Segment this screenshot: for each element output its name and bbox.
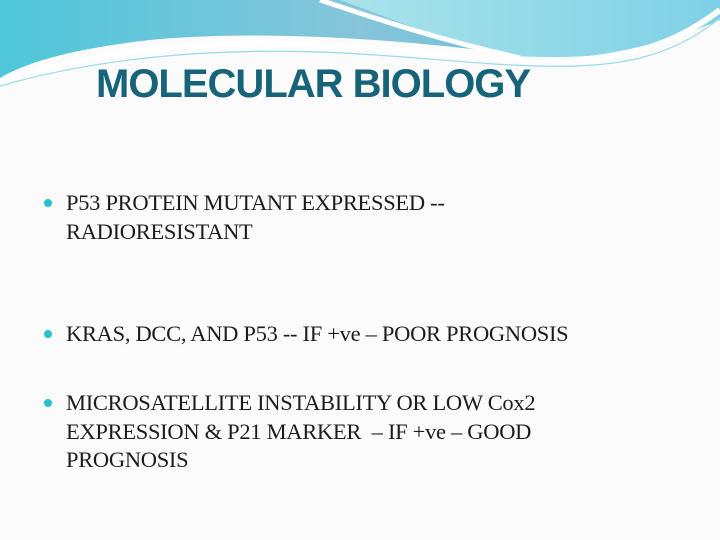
bullet-text: RADIORESISTANT bbox=[66, 218, 253, 244]
bullet-text: P53 PROTEIN MUTANT EXPRESSED -- bbox=[66, 190, 445, 215]
header-wave-decoration bbox=[0, 0, 720, 87]
bullet-text: KRAS, DCC, AND P53 -- IF +ve – POOR PROG… bbox=[66, 321, 569, 346]
bullet-text: PROGNOSIS bbox=[66, 447, 189, 472]
slide-title: MOLECULAR BIOLOGY bbox=[96, 62, 531, 106]
bullet-text: EXPRESSION & P21 MARKER – IF +ve – GOOD bbox=[66, 418, 532, 444]
bullet-text: MICROSATELLITE INSTABILITY OR LOW Cox2 bbox=[66, 390, 536, 415]
bullet-dot-icon bbox=[44, 330, 52, 338]
bullet-dot-icon bbox=[44, 399, 52, 407]
bullet-dot-icon bbox=[44, 199, 52, 207]
